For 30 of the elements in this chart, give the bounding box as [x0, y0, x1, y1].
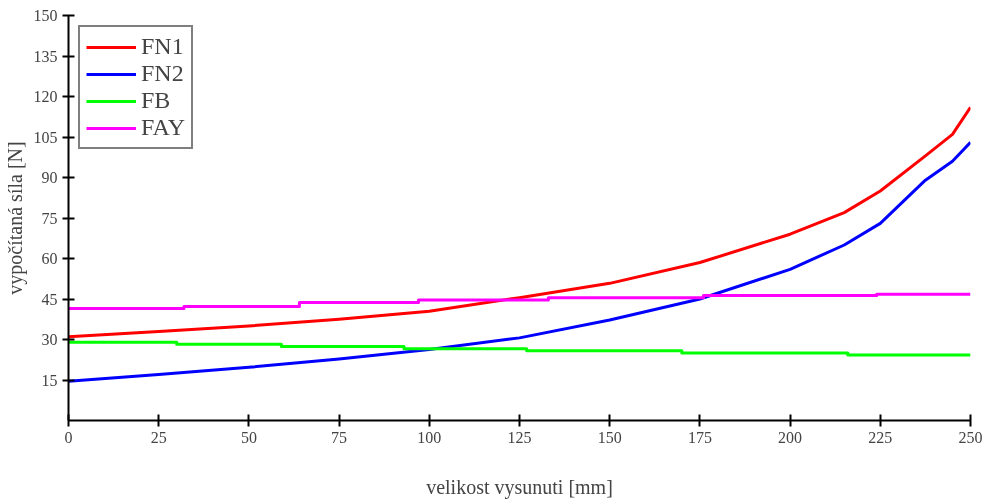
x-tick-label: 225 [868, 428, 893, 446]
y-tick-label: 90 [41, 169, 58, 186]
line-series [68, 340, 971, 357]
y-tick-label: 105 [33, 128, 58, 146]
y-tick-label: 30 [41, 331, 58, 348]
x-tick-label: 175 [687, 428, 712, 446]
legend-label: FN2 [141, 60, 184, 87]
y-tick-label: 135 [33, 47, 58, 65]
x-tick-label: 125 [507, 428, 532, 446]
legend-label: FAY [141, 114, 186, 141]
y-tick-label: 45 [41, 290, 58, 308]
x-tick-label: 0 [64, 428, 73, 446]
legend-label: FB [141, 87, 171, 114]
y-tick-label: 60 [41, 250, 58, 267]
y-tick-label: 75 [41, 209, 58, 227]
y-tick-label: 120 [33, 88, 58, 105]
x-tick-label: 200 [778, 428, 803, 446]
x-tick-label: 250 [958, 428, 983, 446]
x-axis-title: velikost vysunuti [mm] [426, 475, 613, 499]
y-axis-title: vypočítaná síla [N] [3, 141, 27, 295]
x-tick-label: 75 [331, 428, 348, 446]
y-tick-label: 15 [41, 371, 58, 389]
x-tick-label: 50 [240, 428, 257, 446]
legend-label: FN1 [141, 33, 184, 60]
line-series [68, 140, 971, 383]
x-tick-label: 25 [150, 428, 167, 446]
line-series [68, 292, 971, 310]
x-tick-label: 150 [597, 428, 622, 446]
y-tick-label: 150 [33, 7, 58, 24]
x-tick-label: 100 [417, 428, 442, 446]
